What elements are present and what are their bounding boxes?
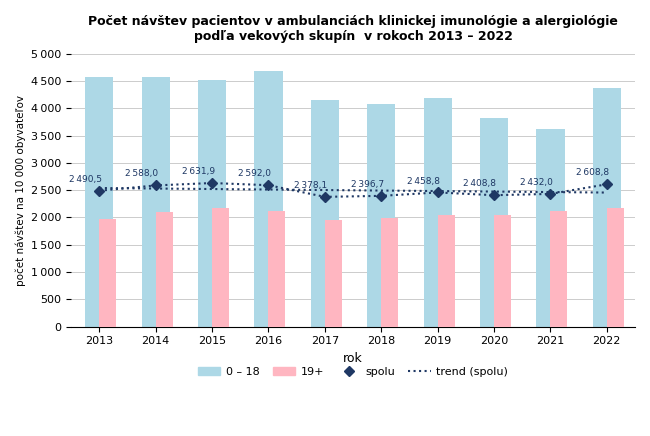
Bar [212, 208, 229, 327]
Bar [254, 72, 283, 327]
Line: trend (spolu): trend (spolu) [99, 188, 607, 193]
Text: 2 588,0: 2 588,0 [125, 170, 159, 178]
Line: spolu: spolu [96, 180, 610, 200]
trend (spolu) [490, 189, 498, 194]
Text: 2 631,9: 2 631,9 [181, 167, 214, 176]
X-axis label: rok: rok [343, 352, 363, 365]
Bar [198, 79, 226, 327]
trend (spolu) [265, 187, 272, 192]
Bar [551, 211, 567, 327]
Bar [382, 218, 398, 327]
Bar [268, 211, 285, 327]
Bar [494, 215, 511, 327]
trend (spolu) [434, 188, 441, 194]
Legend: 0 – 18, 19+, spolu, trend (spolu): 0 – 18, 19+, spolu, trend (spolu) [194, 362, 512, 381]
Bar [311, 100, 339, 327]
spolu [434, 190, 441, 195]
trend (spolu) [603, 190, 611, 195]
Text: 2 378,1: 2 378,1 [294, 181, 328, 190]
Bar [142, 77, 170, 327]
Bar [536, 129, 564, 327]
spolu [208, 181, 216, 186]
Text: 2 396,7: 2 396,7 [351, 180, 384, 189]
Bar [156, 212, 173, 327]
Bar [480, 118, 508, 327]
Bar [607, 208, 624, 327]
spolu [321, 194, 329, 200]
spolu [152, 183, 160, 188]
trend (spolu) [152, 186, 160, 191]
spolu [603, 182, 611, 187]
Y-axis label: počet návštev na 10 000 obyvateľov: počet návštev na 10 000 obyvateľov [15, 95, 25, 286]
spolu [96, 188, 103, 193]
Text: 2 608,8: 2 608,8 [577, 168, 610, 177]
Text: 2 490,5: 2 490,5 [69, 175, 102, 184]
Bar [424, 98, 452, 327]
spolu [265, 183, 272, 188]
Bar [367, 104, 395, 327]
Title: Počet návštev pacientov v ambulanciách klinickej imunológie a alergiológie
podľa: Počet návštev pacientov v ambulanciách k… [88, 15, 618, 43]
trend (spolu) [96, 185, 103, 191]
Text: 2 408,8: 2 408,8 [463, 179, 497, 188]
Bar [593, 88, 621, 327]
spolu [490, 193, 498, 198]
spolu [378, 193, 385, 198]
Text: 2 592,0: 2 592,0 [238, 169, 271, 178]
Bar [99, 218, 116, 327]
trend (spolu) [547, 189, 554, 194]
Text: 2 458,8: 2 458,8 [407, 177, 440, 185]
trend (spolu) [321, 187, 329, 193]
spolu [547, 191, 554, 197]
Bar [85, 77, 114, 327]
Text: 2 432,0: 2 432,0 [520, 178, 552, 187]
Bar [325, 220, 342, 327]
Bar [437, 215, 454, 327]
trend (spolu) [208, 187, 216, 192]
trend (spolu) [378, 188, 385, 193]
